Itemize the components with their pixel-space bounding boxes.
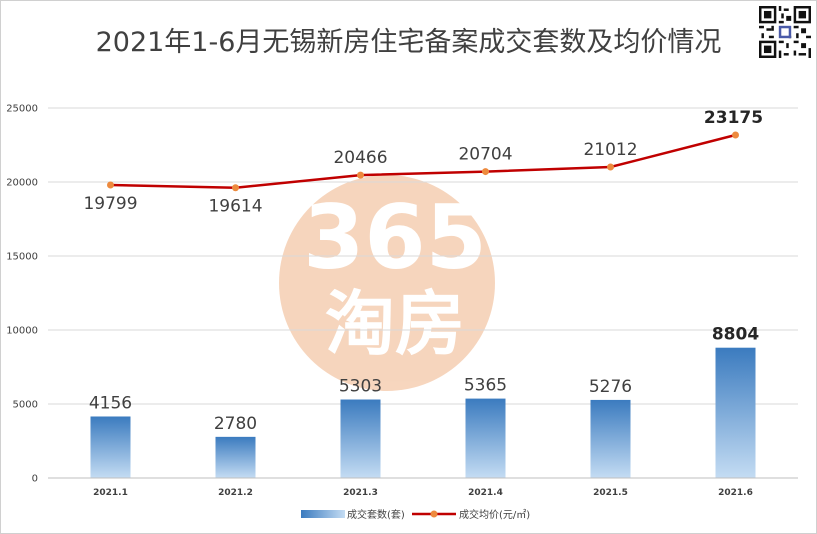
y-tick-label: 20000 bbox=[6, 178, 38, 189]
legend-swatch-bars bbox=[301, 510, 345, 518]
line-point bbox=[607, 163, 614, 171]
bar bbox=[215, 436, 256, 478]
watermark-text: 淘房 bbox=[325, 283, 465, 365]
gridlines bbox=[48, 107, 798, 405]
bar bbox=[465, 398, 506, 478]
y-tick-label: 15000 bbox=[6, 252, 38, 263]
bar-data-label: 5276 bbox=[589, 377, 632, 397]
line-point bbox=[107, 181, 114, 189]
x-tick-label: 2021.5 bbox=[593, 488, 628, 498]
bar bbox=[90, 416, 131, 478]
legend-label-bars: 成交套数(套) bbox=[347, 508, 405, 521]
bar-data-label: 2780 bbox=[214, 414, 257, 434]
x-tick-label: 2021.4 bbox=[468, 488, 503, 498]
line-point bbox=[732, 131, 739, 139]
bar-data-label: 4156 bbox=[89, 393, 132, 413]
watermark-numerals: 365 bbox=[303, 186, 487, 289]
x-axis: 2021.1 2021.2 2021.3 2021.4 2021.5 2021.6 bbox=[48, 477, 798, 498]
line-data-label: 20704 bbox=[458, 145, 512, 165]
bar-series: 4156 2780 5303 5365 5276 8804 bbox=[89, 325, 759, 478]
bar-data-label: 5365 bbox=[464, 376, 507, 396]
bar bbox=[590, 399, 631, 478]
bar bbox=[715, 347, 756, 478]
bar-data-label: 5303 bbox=[339, 377, 382, 397]
line-data-label: 23175 bbox=[704, 108, 763, 128]
y-tick-label: 25000 bbox=[6, 104, 38, 115]
legend: 成交套数(套) 成交均价(元/㎡) bbox=[301, 508, 530, 521]
line-data-label: 20466 bbox=[333, 148, 387, 168]
legend-marker-line bbox=[430, 510, 438, 518]
line-data-label: 21012 bbox=[583, 140, 637, 160]
y-tick-label: 10000 bbox=[6, 326, 38, 337]
chart-title: 2021年1-6月无锡新房住宅备案成交套数及均价情况 bbox=[95, 27, 722, 58]
series-line bbox=[110, 133, 736, 189]
line-series: 19799 19614 20466 20704 21012 23175 bbox=[83, 108, 763, 217]
x-tick-label: 2021.6 bbox=[718, 488, 753, 498]
legend-label-line: 成交均价(元/㎡) bbox=[459, 508, 530, 521]
qr-code-icon bbox=[759, 6, 811, 58]
y-tick-label: 0 bbox=[32, 474, 38, 485]
line-data-label: 19614 bbox=[208, 197, 262, 217]
watermark-logo: 365 淘房 bbox=[279, 175, 495, 391]
line-point bbox=[482, 168, 489, 176]
bar bbox=[340, 399, 381, 478]
x-tick-label: 2021.1 bbox=[93, 488, 128, 498]
bar-data-label: 8804 bbox=[712, 325, 759, 345]
y-tick-label: 5000 bbox=[13, 400, 38, 411]
x-tick-label: 2021.3 bbox=[343, 488, 378, 498]
line-point bbox=[232, 184, 239, 192]
line-data-label: 19799 bbox=[83, 194, 137, 214]
x-tick-label: 2021.2 bbox=[218, 488, 253, 498]
line-point bbox=[357, 171, 364, 179]
y-axis: 0 5000 10000 15000 20000 25000 bbox=[6, 104, 38, 485]
